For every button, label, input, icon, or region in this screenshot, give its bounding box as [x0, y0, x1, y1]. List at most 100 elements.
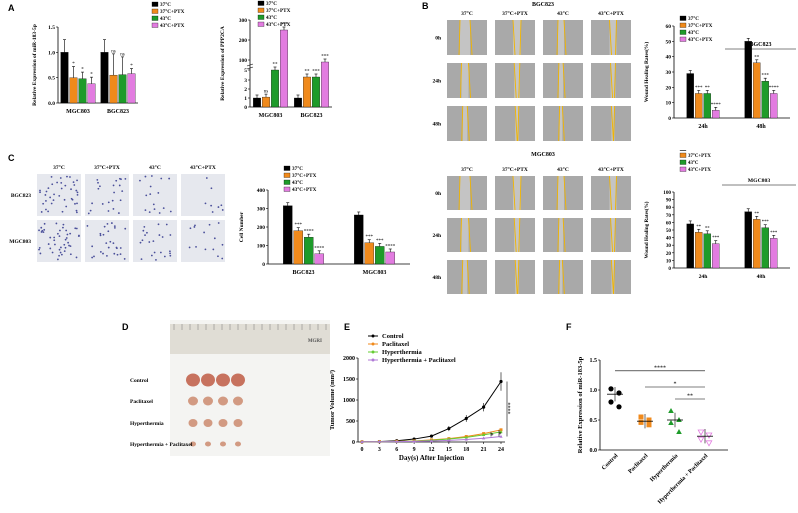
cell: [64, 246, 67, 249]
column-label: 37°C: [461, 166, 473, 173]
wound-edge: [609, 19, 612, 56]
y-axis-label: Relative Expression of miR-183-5p: [32, 24, 38, 106]
cell: [121, 190, 124, 193]
y-tick-label: 1.0: [590, 388, 598, 394]
wound-gap: [514, 218, 520, 252]
legend-label: 43°C+PTX: [688, 36, 713, 43]
cell: [45, 208, 47, 211]
cell: [62, 226, 64, 229]
significance-label: ns: [264, 90, 269, 95]
transwell-images: 37°C 37°C+PTX 43°C 43°C+PTX BGC823 MGC803: [9, 164, 225, 262]
tumor: [188, 396, 198, 406]
cell: [72, 181, 75, 184]
y-tick-label: 0: [668, 116, 671, 122]
panel-label-d: D: [122, 322, 129, 332]
y-tick-label: 40: [666, 236, 672, 242]
grid-title: MGC803: [531, 152, 555, 158]
legend-swatch: [257, 14, 265, 20]
x-axis-label: Day(s) After Injection: [399, 454, 464, 462]
micrograph: [591, 260, 631, 294]
y-tick-label: 300: [239, 18, 248, 24]
cell: [220, 204, 223, 207]
cell: [145, 194, 148, 197]
cell: [59, 229, 61, 232]
y-axis-label: Tumor Volume (mm³): [330, 370, 336, 430]
column-label: 43°C+PTX: [598, 10, 624, 17]
significance-label: ***: [695, 86, 703, 91]
tumor: [218, 396, 228, 406]
cell: [105, 242, 108, 245]
significance-label: ***: [376, 239, 384, 244]
x-tick-label: MGC803: [66, 109, 90, 115]
chart-e-tumor-volume: 0 500 1000 1500 2000 0 3 6 9 12 15 18 21 24 Day(s) Aft…: [330, 333, 514, 462]
cell: [168, 177, 171, 180]
wound-gap: [559, 260, 563, 294]
bar: [283, 205, 293, 265]
wound-gap: [558, 63, 564, 98]
legend-label: 43°C: [266, 14, 277, 21]
cell: [146, 231, 148, 234]
cell: [66, 175, 68, 178]
significance-label: **: [705, 226, 710, 231]
cell: [142, 229, 145, 232]
y-tick-label: 1.5: [48, 25, 55, 31]
bar: [60, 52, 69, 104]
x-tick-label: 3: [378, 447, 381, 453]
cell: [53, 236, 56, 239]
wound-edge: [615, 19, 617, 56]
chart-title: BGC823: [749, 42, 771, 48]
bar: [703, 233, 711, 269]
point: [608, 386, 614, 392]
tumor: [205, 441, 211, 447]
legend-swatch: [679, 15, 687, 21]
cell: [89, 209, 92, 212]
legend-label: 37°C: [266, 0, 277, 7]
ruler-text: MGRI: [308, 339, 322, 344]
wound-gap: [513, 176, 521, 210]
y-tick-label: 90: [666, 198, 672, 204]
cell: [62, 223, 65, 226]
cell: [91, 245, 94, 248]
x-tick-label: 18: [463, 447, 469, 453]
panel-label-c: C: [8, 153, 15, 163]
cell: [40, 231, 43, 233]
wound-edge: [561, 259, 565, 295]
cell: [76, 202, 78, 205]
y-tick-label: 20: [666, 85, 672, 91]
cell: [47, 243, 50, 245]
legend-label: 43°C+PTX: [292, 186, 317, 193]
x-tick-label: 15: [446, 447, 452, 453]
cell: [115, 179, 118, 182]
significance-label: **: [696, 225, 701, 230]
cell: [149, 193, 152, 195]
legend-swatch: [257, 21, 265, 27]
tumor: [190, 441, 196, 447]
cell: [76, 211, 78, 214]
cell: [112, 208, 115, 210]
cell: [75, 256, 78, 259]
cell: [39, 191, 41, 194]
ruler: [170, 324, 330, 354]
micrograph: [495, 106, 535, 141]
chart-a-mir183: 0.0 0.5 1.0 1.5 Relative Expression of miR-1…: [32, 1, 185, 115]
cell: [103, 225, 106, 228]
wound-edge: [614, 217, 616, 253]
bar: [262, 96, 270, 108]
x-tick-label: Control: [601, 453, 620, 472]
cell: [52, 199, 55, 201]
wound-gap: [610, 63, 616, 98]
wound-healing-images-mgc803: MGC803 37°C 37°C+PTX 43°C 43°C+PTX 0h 24h 48h: [432, 152, 631, 295]
bar: [314, 253, 324, 265]
cell: [50, 202, 53, 205]
cell: [144, 209, 147, 212]
bar: [280, 29, 288, 108]
cell: [204, 202, 207, 205]
bar: [753, 62, 761, 119]
cell: [107, 230, 110, 233]
wound-edge: [460, 62, 462, 99]
legend-swatch: [151, 15, 159, 21]
legend-swatch: [679, 166, 687, 172]
bar: [69, 77, 78, 104]
legend-swatch: [283, 179, 291, 185]
micrograph: [495, 260, 535, 294]
